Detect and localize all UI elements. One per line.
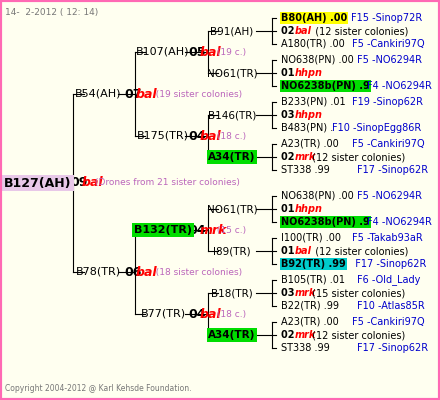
Text: F15 -Sinop72R: F15 -Sinop72R	[351, 13, 422, 23]
Text: F17 -Sinop62R: F17 -Sinop62R	[357, 165, 428, 175]
Text: 14-  2-2012 ( 12: 14): 14- 2-2012 ( 12: 14)	[5, 8, 98, 17]
Text: 02: 02	[281, 152, 298, 162]
Text: B175(TR): B175(TR)	[137, 131, 189, 141]
Text: F10 -SinopEgg86R: F10 -SinopEgg86R	[331, 123, 421, 133]
Text: F17 -Sinop62R: F17 -Sinop62R	[357, 343, 428, 353]
Text: (19 c.): (19 c.)	[214, 48, 246, 56]
Text: F5 -Takab93aR: F5 -Takab93aR	[352, 233, 422, 243]
Text: F5 -Cankiri97Q: F5 -Cankiri97Q	[352, 139, 424, 149]
Text: bal: bal	[200, 130, 222, 142]
Text: B127(AH): B127(AH)	[4, 176, 72, 190]
Text: 04: 04	[188, 224, 205, 236]
Text: 01: 01	[281, 246, 298, 256]
Text: A180(TR) .00: A180(TR) .00	[281, 39, 351, 49]
Text: B92(TR) .99: B92(TR) .99	[281, 259, 346, 269]
Text: hhpn: hhpn	[295, 68, 323, 78]
Text: 07: 07	[124, 88, 142, 100]
Text: (18 c.): (18 c.)	[214, 132, 246, 140]
Text: bal: bal	[295, 246, 312, 256]
Text: (12 sister colonies): (12 sister colonies)	[308, 152, 405, 162]
Text: B18(TR): B18(TR)	[211, 288, 253, 298]
Text: mrk: mrk	[295, 330, 316, 340]
Text: A23(TR) .00: A23(TR) .00	[281, 139, 348, 149]
Text: bal: bal	[200, 308, 222, 320]
Text: F4 -NO6294R: F4 -NO6294R	[367, 217, 432, 227]
Text: B54(AH): B54(AH)	[75, 89, 121, 99]
Text: F4 -NO6294R: F4 -NO6294R	[367, 81, 432, 91]
Text: ST338 .99: ST338 .99	[281, 343, 348, 353]
Text: 03: 03	[281, 110, 298, 120]
Text: F5 -Cankiri97Q: F5 -Cankiri97Q	[352, 39, 424, 49]
Text: (12 sister colonies): (12 sister colonies)	[308, 330, 405, 340]
Text: A34(TR): A34(TR)	[208, 330, 256, 340]
Text: 02: 02	[281, 26, 298, 36]
Text: B78(TR): B78(TR)	[75, 267, 121, 277]
Text: mrk: mrk	[295, 288, 316, 298]
Text: mrk: mrk	[200, 224, 227, 236]
Text: B146(TR): B146(TR)	[208, 110, 256, 120]
Text: (15 sister colonies): (15 sister colonies)	[308, 288, 405, 298]
Text: F17 -Sinop62R: F17 -Sinop62R	[349, 259, 426, 269]
Text: hhpn: hhpn	[295, 110, 323, 120]
Text: B132(TR): B132(TR)	[134, 225, 192, 235]
Text: bal: bal	[136, 88, 158, 100]
Text: NO6238b(PN) .9: NO6238b(PN) .9	[281, 217, 370, 227]
Text: A34(TR): A34(TR)	[208, 152, 256, 162]
Text: B91(AH): B91(AH)	[210, 26, 253, 36]
Text: (19 sister colonies): (19 sister colonies)	[150, 90, 242, 98]
Text: F10 -Atlas85R: F10 -Atlas85R	[357, 301, 425, 311]
Text: B483(PN) .: B483(PN) .	[281, 123, 333, 133]
Text: (18 c.): (18 c.)	[214, 310, 246, 318]
Text: 04: 04	[188, 308, 205, 320]
Text: 01: 01	[281, 68, 298, 78]
Text: (18 sister colonies): (18 sister colonies)	[150, 268, 242, 276]
Text: bal: bal	[136, 266, 158, 278]
Text: B77(TR): B77(TR)	[140, 309, 186, 319]
Text: NO61(TR): NO61(TR)	[207, 68, 257, 78]
Text: 09: 09	[70, 176, 88, 190]
Text: ST338 .99: ST338 .99	[281, 165, 348, 175]
Text: NO638(PN) .00: NO638(PN) .00	[281, 191, 360, 201]
Text: F19 -Sinop62R: F19 -Sinop62R	[352, 97, 423, 107]
Text: F5 -Cankiri97Q: F5 -Cankiri97Q	[352, 317, 424, 327]
Text: (12 sister colonies): (12 sister colonies)	[308, 26, 408, 36]
Text: 03: 03	[281, 288, 298, 298]
Text: NO61(TR): NO61(TR)	[207, 204, 257, 214]
Text: B80(AH) .00: B80(AH) .00	[281, 13, 347, 23]
Text: B105(TR) .01: B105(TR) .01	[281, 275, 354, 285]
Text: mrk: mrk	[295, 152, 316, 162]
Text: F5 -NO6294R: F5 -NO6294R	[357, 55, 422, 65]
Text: F6 -Old_Lady: F6 -Old_Lady	[357, 274, 420, 286]
Text: bal: bal	[200, 46, 222, 58]
Text: 02: 02	[281, 330, 298, 340]
Text: (Drones from 21 sister colonies): (Drones from 21 sister colonies)	[95, 178, 240, 188]
Text: hhpn: hhpn	[295, 204, 323, 214]
Text: bal: bal	[82, 176, 104, 190]
Text: 06: 06	[124, 266, 141, 278]
Text: A23(TR) .00: A23(TR) .00	[281, 317, 348, 327]
Text: (12 sister colonies): (12 sister colonies)	[308, 246, 408, 256]
Text: Copyright 2004-2012 @ Karl Kehsde Foundation.: Copyright 2004-2012 @ Karl Kehsde Founda…	[5, 384, 191, 393]
Text: (15 c.): (15 c.)	[214, 226, 246, 234]
Text: I100(TR) .00: I100(TR) .00	[281, 233, 347, 243]
Text: NO6238b(PN) .9: NO6238b(PN) .9	[281, 81, 370, 91]
Text: 04: 04	[188, 130, 205, 142]
Text: B107(AH): B107(AH)	[136, 47, 190, 57]
Text: B233(PN) .01: B233(PN) .01	[281, 97, 352, 107]
Text: NO638(PN) .00: NO638(PN) .00	[281, 55, 360, 65]
Text: F5 -NO6294R: F5 -NO6294R	[357, 191, 422, 201]
Text: B22(TR) .99: B22(TR) .99	[281, 301, 352, 311]
Text: bal: bal	[295, 26, 312, 36]
Text: 05: 05	[188, 46, 205, 58]
Text: 01: 01	[281, 204, 298, 214]
Text: I89(TR): I89(TR)	[213, 246, 251, 256]
